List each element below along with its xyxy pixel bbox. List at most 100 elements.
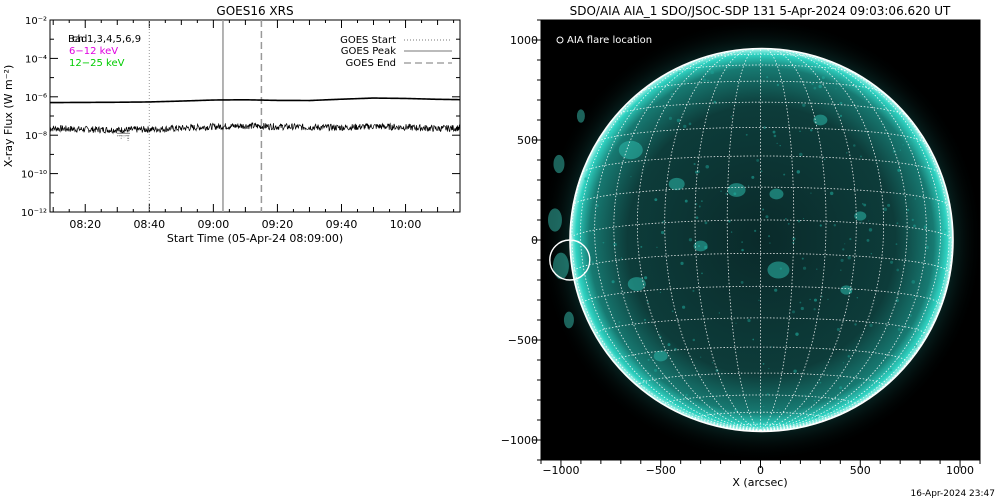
aia-disk-speckle: [779, 76, 782, 79]
aia-grid-longitude-line: [664, 48, 761, 431]
aia-disk-speckle: [656, 246, 658, 248]
aia-disk-speckle: [801, 257, 804, 260]
aia-disk-speckle: [914, 198, 917, 200]
aia-disk-speckle: [944, 229, 947, 232]
aia-title: SDO/AIA AIA_1 SDO/JSOC-SDP 131 5-Apr-202…: [570, 4, 951, 18]
aia-disk-speckle: [863, 203, 867, 207]
aia-disk-speckle: [676, 118, 681, 123]
aia-active-region: [727, 183, 746, 197]
aia-disk-speckle: [818, 84, 822, 89]
aia-disk-speckle: [707, 79, 710, 82]
aia-disk-speckle: [849, 238, 852, 241]
aia-disk-speckle: [870, 253, 873, 255]
aia-disk-speckle: [704, 245, 708, 250]
aia-disk-speckle: [868, 220, 870, 222]
aia-disk-speckle: [813, 298, 817, 302]
aia-disk-speckle: [906, 208, 910, 212]
aia-disk-speckle: [698, 205, 701, 208]
aia-disk-speckle: [828, 402, 831, 405]
goes-y-axis-label: X-ray Flux (W m⁻²): [2, 65, 15, 167]
goes-series-6-12kev: [49, 97, 461, 104]
aia-disk-speckle: [835, 88, 837, 90]
footer-timestamp: 16-Apr-2024 23:47: [911, 489, 995, 499]
aia-disk-speckle: [810, 192, 812, 194]
aia-disk-speckle: [792, 310, 796, 314]
aia-disk-speckle: [911, 280, 916, 284]
goes-energy-label-2: 12−25 keV: [69, 58, 125, 69]
aia-axes: −1000 −500 0 500 1000 1000 500 0 −500 −1000: [501, 19, 981, 477]
aia-disk-speckle: [799, 152, 803, 157]
aia-disk-speckle: [688, 238, 693, 242]
goes-bad-channel-label: Bad: [68, 34, 87, 45]
aia-disk-speckle: [829, 191, 834, 196]
aia-disk-speckle: [704, 75, 706, 77]
legend-goes-end-label: GOES End: [346, 58, 396, 69]
aia-active-region: [618, 140, 643, 160]
aia-disk-speckle: [704, 221, 708, 225]
aia-disk-speckle: [595, 204, 599, 208]
aia-disk-speckle: [685, 393, 688, 397]
aia-x-tick-label: −1000: [542, 464, 579, 477]
goes-legend: GOES Start GOES Peak GOES End: [340, 35, 452, 69]
aia-disk-speckle: [776, 83, 780, 87]
aia-disk-speckle: [765, 215, 769, 219]
aia-disk-speckle: [692, 338, 696, 342]
aia-grid-longitude-line: [636, 49, 761, 431]
goes-x-tick-label: 09:20: [262, 218, 294, 231]
aia-disk-speckle: [774, 288, 778, 292]
aia-disk-speckle: [800, 306, 804, 311]
aia-disk-speckle: [602, 241, 605, 244]
aia-grid-longitude-line: [760, 56, 941, 431]
aia-disk-speckle: [779, 144, 781, 147]
aia-disk-speckle: [866, 238, 870, 242]
aia-disk-speckle: [827, 298, 829, 301]
aia-disk-speckle: [630, 176, 632, 178]
aia-disk-speckle: [909, 314, 912, 317]
aia-disk-speckle: [802, 266, 807, 270]
aia-disk-speckle: [853, 144, 856, 147]
aia-active-region: [653, 350, 668, 362]
goes-y-tick-label: 10⁻⁴: [25, 54, 47, 65]
goes-y-axis: 10⁻¹² 10⁻¹⁰ 10⁻⁸ 10⁻⁶ 10⁻⁴ 10⁻²: [21, 16, 460, 219]
aia-x-axis-label: X (arcsec): [732, 476, 787, 489]
aia-disk-speckle: [762, 362, 765, 365]
aia-disk-speckle: [646, 301, 649, 304]
aia-disk-speckle: [770, 346, 773, 348]
aia-disk-speckle: [680, 261, 684, 265]
aia-disk-speckle: [819, 381, 822, 384]
aia-disk-speckle: [795, 332, 799, 336]
aia-disk-speckle: [899, 149, 902, 151]
aia-disk-speckle: [692, 289, 695, 292]
goes-x-tick-label: 08:20: [69, 218, 101, 231]
aia-limb-bright-region: [576, 109, 585, 123]
aia-disk-speckle: [640, 245, 643, 248]
aia-disk-speckle: [710, 70, 714, 75]
aia-disk-speckle: [609, 130, 611, 132]
aia-limb-bright-region: [547, 208, 562, 232]
aia-limb-bright-region: [553, 154, 565, 174]
aia-disk-speckle: [913, 224, 916, 228]
aia-disk-speckle: [654, 368, 658, 372]
aia-disk-speckle: [813, 308, 816, 311]
aia-grid-latitude-line: [571, 253, 950, 274]
aia-disk-speckle: [745, 133, 748, 136]
aia-y-tick-label: 1000: [510, 34, 538, 47]
aia-limb-bright-region: [563, 311, 574, 329]
aia-disk-speckle: [769, 242, 771, 244]
aia-disk-speckle: [869, 323, 873, 328]
aia-grid-latitude-line: [638, 80, 883, 93]
aia-disk-speckle: [844, 243, 846, 245]
aia-disk-speckle: [677, 71, 680, 74]
aia-disk-speckle: [643, 318, 646, 321]
aia-grid-latitude-line: [571, 186, 950, 207]
goes-channel-list: ch 1,3,4,5,6,9: [72, 34, 141, 45]
aia-disk-speckle: [671, 310, 674, 313]
aia-y-tick-label: 500: [517, 134, 538, 147]
aia-active-region: [627, 277, 646, 291]
aia-grid-longitude-line: [760, 49, 885, 431]
goes-channel-annotation: Bad ch 1,3,4,5,6,9: [68, 34, 141, 45]
aia-active-region: [769, 188, 784, 200]
aia-x-tick-label: −500: [646, 464, 676, 477]
aia-disk-speckle: [799, 301, 802, 304]
